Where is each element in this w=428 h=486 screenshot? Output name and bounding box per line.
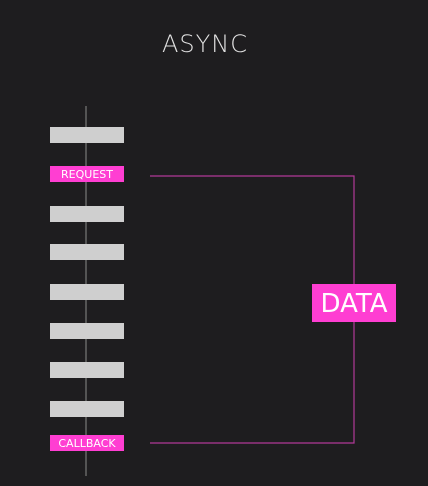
task-block — [50, 206, 124, 222]
task-block — [50, 244, 124, 260]
data-label: DATA — [321, 289, 388, 319]
callback-label: CALLBACK — [58, 437, 116, 450]
request-label: REQUEST — [61, 168, 113, 181]
task-block — [50, 323, 124, 339]
task-block — [50, 401, 124, 417]
task-block — [50, 127, 124, 143]
data-box — [312, 284, 396, 322]
task-block — [50, 284, 124, 300]
diagram-title: ASYNC — [161, 30, 249, 58]
request-tag — [50, 166, 124, 182]
task-block — [50, 362, 124, 378]
callback-tag — [50, 435, 124, 451]
